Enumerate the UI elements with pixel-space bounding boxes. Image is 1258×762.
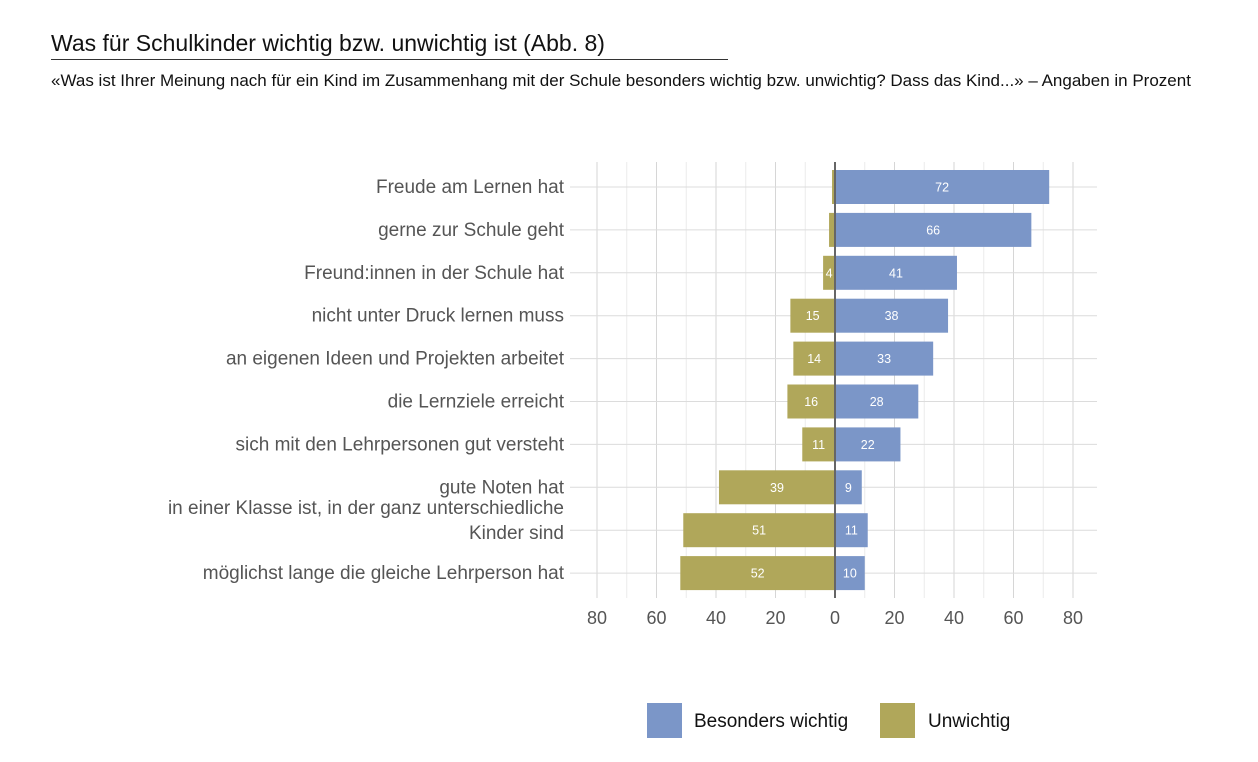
bar-wichtig bbox=[835, 170, 1050, 204]
bar-wichtig bbox=[835, 427, 901, 462]
category-label: Freund:innen in der Schule hat bbox=[304, 263, 565, 284]
x-tick-label: 0 bbox=[830, 608, 840, 628]
data-label: 22 bbox=[861, 438, 875, 452]
x-tick-label: 80 bbox=[587, 608, 607, 628]
x-tick-label: 20 bbox=[884, 608, 904, 628]
legend-label: Unwichtig bbox=[928, 711, 1010, 732]
chart-subtitle: «Was ist Ihrer Meinung nach für ein Kind… bbox=[51, 71, 1191, 90]
x-tick-label: 40 bbox=[706, 608, 726, 628]
category-label: Freude am Lernen hat bbox=[376, 177, 565, 198]
category-label: nicht unter Druck lernen muss bbox=[312, 306, 564, 327]
legend-swatch bbox=[880, 703, 915, 738]
legend-swatch bbox=[647, 703, 682, 738]
bar-unwichtig bbox=[790, 298, 835, 333]
data-label: 52 bbox=[751, 567, 765, 581]
data-label: 16 bbox=[804, 395, 818, 409]
data-label: 51 bbox=[752, 524, 766, 538]
bar-unwichtig bbox=[718, 470, 835, 505]
bar-wichtig bbox=[835, 341, 934, 376]
bar-unwichtig bbox=[829, 212, 835, 247]
bar-unwichtig bbox=[832, 170, 835, 204]
category-label: sich mit den Lehrpersonen gut versteht bbox=[236, 434, 565, 455]
bar-wichtig bbox=[835, 384, 919, 419]
category-label: an eigenen Ideen und Projekten arbeitet bbox=[226, 349, 565, 370]
bar-wichtig bbox=[835, 556, 865, 591]
x-tick-label: 20 bbox=[765, 608, 785, 628]
category-label: Kinder sind bbox=[469, 523, 564, 544]
bar-unwichtig bbox=[787, 384, 835, 419]
bar-wichtig bbox=[835, 255, 957, 290]
chart-title: Was für Schulkinder wichtig bzw. unwicht… bbox=[51, 30, 728, 60]
category-label: gute Noten hat bbox=[439, 477, 564, 498]
x-tick-label: 60 bbox=[1003, 608, 1023, 628]
x-tick-label: 80 bbox=[1063, 608, 1083, 628]
data-label: 41 bbox=[889, 266, 903, 280]
bar-unwichtig bbox=[683, 513, 835, 548]
category-label: in einer Klasse ist, in der ganz untersc… bbox=[168, 498, 564, 519]
x-tick-label: 60 bbox=[646, 608, 666, 628]
data-label: 14 bbox=[807, 352, 821, 366]
category-label: möglichst lange die gleiche Lehrperson h… bbox=[203, 563, 565, 584]
data-label: 15 bbox=[806, 309, 820, 323]
data-label: 11 bbox=[845, 524, 858, 538]
data-label: 72 bbox=[935, 181, 949, 195]
data-label: 9 bbox=[845, 481, 852, 495]
bar-unwichtig bbox=[793, 341, 835, 376]
legend-label: Besonders wichtig bbox=[694, 711, 848, 732]
data-label: 10 bbox=[843, 567, 857, 581]
data-label: 38 bbox=[885, 309, 899, 323]
x-tick-label: 40 bbox=[944, 608, 964, 628]
data-label: 4 bbox=[826, 266, 833, 280]
category-label: die Lernziele erreicht bbox=[388, 392, 565, 413]
bar-wichtig bbox=[835, 513, 868, 548]
data-label: 66 bbox=[926, 223, 940, 237]
category-label: gerne zur Schule geht bbox=[378, 220, 565, 241]
data-label: 28 bbox=[870, 395, 884, 409]
bar-wichtig bbox=[835, 298, 949, 333]
bar-unwichtig bbox=[680, 556, 835, 591]
bar-unwichtig bbox=[802, 427, 835, 462]
bar-unwichtig bbox=[823, 255, 835, 290]
data-label: 11 bbox=[812, 438, 825, 452]
data-label: 39 bbox=[770, 481, 784, 495]
bar-wichtig bbox=[835, 212, 1032, 247]
data-label: 33 bbox=[877, 352, 891, 366]
bar-wichtig bbox=[835, 470, 862, 505]
